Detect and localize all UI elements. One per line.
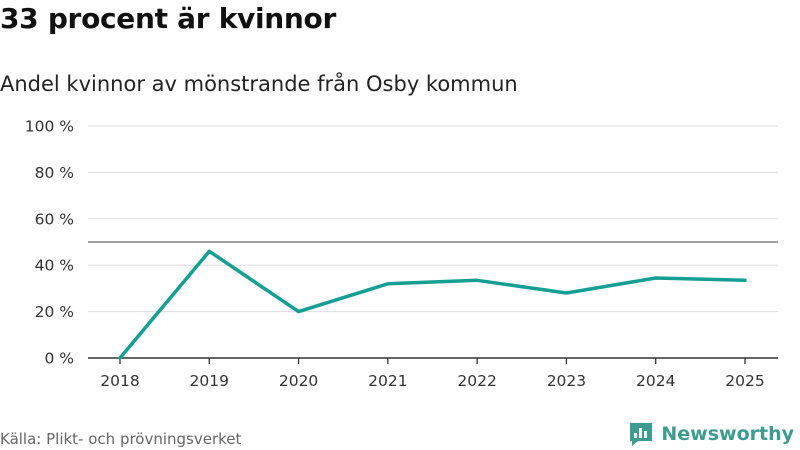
y-tick-label: 40 % xyxy=(35,257,74,275)
x-tick-label: 2022 xyxy=(457,372,496,390)
y-tick-label: 80 % xyxy=(35,164,74,182)
x-tick-label: 2024 xyxy=(636,372,675,390)
gridlines xyxy=(88,125,778,313)
x-axis xyxy=(88,357,778,364)
x-tick-label: 2020 xyxy=(279,372,318,390)
chart-title: 33 procent är kvinnor xyxy=(0,2,336,35)
x-axis-tick-labels: 2018 2019 2020 2021 2022 2023 2024 2025 xyxy=(100,372,764,390)
brand-name: Newsworthy xyxy=(661,423,794,445)
x-tick-label: 2018 xyxy=(100,372,139,390)
y-axis-tick-labels: 0 % 20 % 40 % 60 % 80 % 100 % xyxy=(25,118,74,368)
y-tick-label: 0 % xyxy=(44,350,74,368)
x-tick-label: 2025 xyxy=(725,372,764,390)
series-line xyxy=(118,249,747,360)
series-group xyxy=(118,249,747,360)
brand-logo-group: Newsworthy xyxy=(628,420,794,448)
x-tick-label: 2019 xyxy=(190,372,229,390)
x-tick-label: 2023 xyxy=(547,372,586,390)
x-tick-label: 2021 xyxy=(368,372,407,390)
y-tick-label: 100 % xyxy=(25,118,74,136)
source-note: Källa: Plikt- och prövningsverket xyxy=(0,430,242,448)
chart-subtitle: Andel kvinnor av mönstrande från Osby ko… xyxy=(0,72,518,96)
y-tick-label: 20 % xyxy=(35,303,74,321)
y-tick-label: 60 % xyxy=(35,210,74,228)
bar-chart-speech-bubble-icon xyxy=(630,423,653,446)
